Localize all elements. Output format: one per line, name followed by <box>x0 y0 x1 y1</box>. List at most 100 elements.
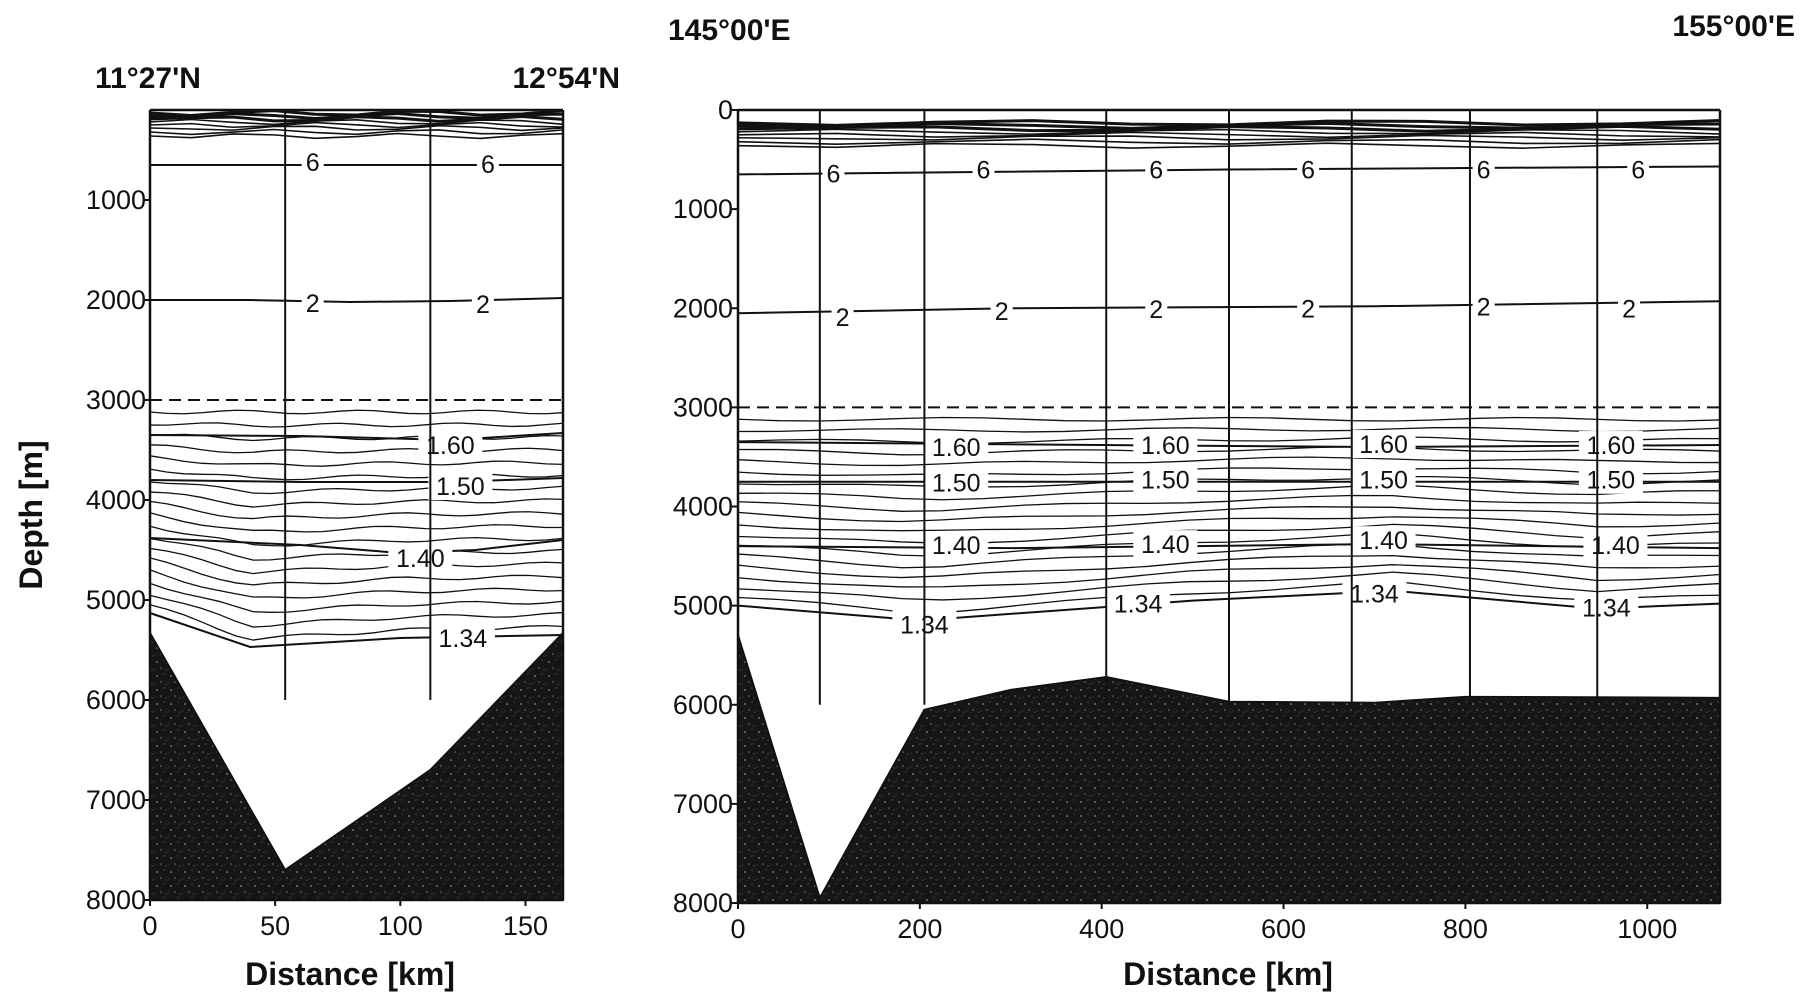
x-tick-label: 400 <box>1079 914 1124 944</box>
contour-label-bg <box>1133 530 1198 559</box>
contour-label-bg <box>1133 465 1198 494</box>
x-tick-label: 0 <box>730 914 745 944</box>
deep-contour <box>149 582 564 613</box>
contour-label-bg <box>418 431 483 459</box>
deep-contour <box>149 491 564 508</box>
contour-label-bg <box>1578 431 1643 460</box>
y-tick-label: 3000 <box>86 385 146 415</box>
deep-contour <box>149 500 564 520</box>
surface-isotherm <box>149 114 564 123</box>
deep-contour <box>149 557 564 586</box>
section-panel-longitude: 145°00'E 155°00'E 6 6 6 6 6 6 2 2 2 2 2 2 1.60 1.60 1.… <box>668 10 1795 992</box>
deep-contour <box>149 538 564 561</box>
deep-contour <box>149 409 564 415</box>
y-tick-label: 7000 <box>673 789 733 819</box>
contour-label: 1.50 <box>436 473 485 501</box>
contour-label: 6 <box>977 156 991 184</box>
y-ticks: 0 1000 2000 3000 4000 5000 6000 7000 8000 <box>673 95 738 918</box>
contour-label-bg <box>1297 294 1320 323</box>
deep-contour <box>149 444 564 454</box>
corner-label-right: 12°54'N <box>512 62 620 95</box>
x-tick-label: 200 <box>897 914 942 944</box>
surface-isotherm <box>149 132 564 140</box>
contour-label: 2 <box>1622 295 1636 323</box>
y-tick-label: 4000 <box>86 485 146 515</box>
deep-contour <box>149 547 564 575</box>
contour-label: 1.34 <box>1350 581 1399 609</box>
contour-line-1-60 <box>737 441 1721 449</box>
axes-frame <box>148 108 565 902</box>
seafloor-bathymetry <box>149 629 564 901</box>
contour-label-bg <box>1106 589 1171 618</box>
y-tick-label: 2000 <box>86 285 146 315</box>
contour-line-1-50 <box>149 477 564 483</box>
corner-label-left: 11°27'N <box>95 62 201 95</box>
contours-layer: 6 6 2 2 1.60 1.50 1.40 1.34 <box>149 148 564 653</box>
contour-label-bg <box>301 148 324 176</box>
contour-label-bg <box>428 472 493 500</box>
y-tick-label: 8000 <box>673 888 733 918</box>
deep-contour <box>149 455 564 467</box>
contour-label-bg <box>1145 155 1168 184</box>
y-tick-label: 1000 <box>673 194 733 224</box>
x-tick-label: 600 <box>1261 914 1306 944</box>
contour-label: 1.60 <box>932 434 981 462</box>
x-tick-label: 0 <box>142 911 157 941</box>
contour-label-bg <box>831 303 854 332</box>
contour-label: 2 <box>1149 296 1163 324</box>
contour-label: 1.60 <box>426 432 475 460</box>
deep-contour <box>149 512 564 533</box>
surface-isotherm <box>149 118 564 126</box>
y-tick-label: 3000 <box>673 392 733 422</box>
contour-label-bg <box>1351 465 1416 494</box>
y-tick-label: 2000 <box>673 293 733 323</box>
surface-isotherms-layer <box>149 109 564 140</box>
contour-label-bg <box>1472 155 1495 184</box>
x-tick-label: 100 <box>378 911 423 941</box>
contour-line-2 <box>150 297 564 304</box>
x-axis-title: Distance [km] <box>245 956 455 992</box>
y-tick-label: 0 <box>718 95 733 125</box>
y-tick-label: 5000 <box>86 585 146 615</box>
y-tick-label: 1000 <box>86 185 146 215</box>
y-tick-label: 4000 <box>673 492 733 522</box>
contour-label-bg <box>430 624 495 652</box>
seafloor-layer <box>149 629 564 901</box>
contour-label-bg <box>1297 155 1320 184</box>
contour-label-bg <box>1578 465 1643 494</box>
x-tick-label: 1000 <box>1617 914 1677 944</box>
contour-label: 6 <box>481 151 495 179</box>
surface-isotherm <box>149 121 564 129</box>
contour-label-bg <box>471 290 494 318</box>
contour-label: 2 <box>1301 295 1315 323</box>
deep-contour <box>149 422 564 428</box>
contour-label-bg <box>972 155 995 184</box>
contour-label: 1.34 <box>1114 591 1163 619</box>
x-tick-label: 150 <box>503 911 548 941</box>
contour-label: 6 <box>827 160 841 188</box>
contour-label-bg <box>924 531 989 560</box>
y-tick-label: 6000 <box>673 690 733 720</box>
contour-label-bg <box>990 297 1013 326</box>
contour-label: 1.40 <box>1591 532 1640 560</box>
contour-label: 6 <box>1631 156 1645 184</box>
contour-label: 1.40 <box>932 532 981 560</box>
contour-label-bg <box>822 159 845 188</box>
contour-label-bg <box>1145 295 1168 324</box>
contour-label-bg <box>476 150 499 178</box>
surface-isotherm <box>149 124 564 132</box>
x-ticks: 0 50 100 150 <box>142 900 548 941</box>
x-axis-title: Distance [km] <box>1123 956 1333 992</box>
contour-line-1-34 <box>149 612 564 649</box>
contour-label-bg <box>1133 431 1198 460</box>
y-axis-title: Depth [m] <box>13 440 49 589</box>
contour-label: 1.60 <box>1587 432 1636 460</box>
contour-label: 2 <box>476 291 490 319</box>
corner-label-left: 145°00'E <box>668 14 791 47</box>
surface-isotherm <box>149 128 564 136</box>
contour-label: 1.40 <box>396 545 445 573</box>
deep-contour <box>149 481 564 495</box>
contour-label: 1.60 <box>1359 431 1408 459</box>
contour-label-bg <box>1618 294 1641 323</box>
